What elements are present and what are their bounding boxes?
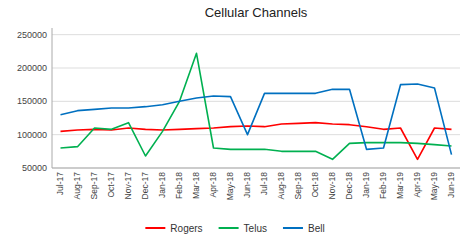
legend-swatch bbox=[145, 227, 165, 229]
x-tick-label: Jan-19 bbox=[361, 172, 371, 198]
y-tick-label: 50000 bbox=[22, 163, 47, 173]
x-tick-label: Dec-17 bbox=[140, 172, 150, 200]
line-series bbox=[61, 123, 452, 160]
x-tick-label: Jun-18 bbox=[242, 172, 252, 198]
x-tick-label: Apr-19 bbox=[412, 172, 422, 198]
legend-label: Telus bbox=[244, 223, 267, 234]
y-tick-label: 200000 bbox=[17, 63, 47, 73]
y-axis-line bbox=[52, 28, 53, 168]
grid-line bbox=[52, 101, 460, 102]
legend-item: Bell bbox=[283, 223, 325, 234]
x-tick-label: Nov-17 bbox=[123, 172, 133, 200]
x-tick-label: Mar-19 bbox=[395, 172, 405, 199]
x-tick-label: Aug-18 bbox=[276, 172, 286, 200]
x-tick-label: May-18 bbox=[225, 172, 235, 201]
x-tick-label: May-19 bbox=[429, 172, 439, 201]
x-tick-label: Oct-18 bbox=[310, 172, 320, 198]
x-tick-label: Nov-18 bbox=[327, 172, 337, 200]
x-tick-label: Sep-18 bbox=[293, 172, 303, 200]
x-tick-label: Aug-17 bbox=[72, 172, 82, 200]
x-tick-label: Mar-18 bbox=[191, 172, 201, 199]
y-tick-label: 250000 bbox=[17, 30, 47, 40]
legend-swatch bbox=[283, 227, 303, 229]
grid-line bbox=[52, 34, 460, 35]
grid-line bbox=[52, 68, 460, 69]
legend-label: Bell bbox=[308, 223, 325, 234]
grid-line bbox=[52, 168, 460, 169]
plot-area bbox=[61, 53, 452, 159]
legend: Rogers Telus Bell bbox=[145, 223, 324, 234]
x-tick-label: Sep-17 bbox=[89, 172, 99, 200]
title: Cellular Channels bbox=[205, 5, 308, 20]
x-tick-label: Dec-18 bbox=[344, 172, 354, 200]
chart: Cellular Channels 50000 100000 150000 200000… bbox=[0, 0, 470, 240]
y-axis: 50000 100000 150000 200000 250000 bbox=[17, 30, 460, 173]
legend-label: Rogers bbox=[170, 223, 202, 234]
x-tick-label: Feb-19 bbox=[378, 172, 388, 199]
y-tick-label: 150000 bbox=[17, 96, 47, 106]
x-tick-label: Jul-17 bbox=[55, 172, 65, 195]
x-axis-line bbox=[52, 168, 460, 169]
line-series bbox=[61, 53, 452, 159]
x-tick-label: Apr-18 bbox=[208, 172, 218, 198]
x-axis: Jul-17 Aug-17 Sep-17 Oct-17 Nov-17 Dec-17 Jan-… bbox=[55, 172, 456, 201]
x-tick-label: Oct-17 bbox=[106, 172, 116, 198]
legend-item: Telus bbox=[219, 223, 267, 234]
y-tick-label: 100000 bbox=[17, 130, 47, 140]
x-tick-label: Jul-18 bbox=[259, 172, 269, 195]
grid-line bbox=[52, 134, 460, 135]
line-series bbox=[61, 84, 452, 155]
legend-item: Rogers bbox=[145, 223, 202, 234]
x-tick-label: Jun-19 bbox=[446, 172, 456, 198]
x-tick-label: Jan-18 bbox=[157, 172, 167, 198]
x-tick-label: Feb-18 bbox=[174, 172, 184, 199]
legend-swatch bbox=[219, 227, 239, 229]
